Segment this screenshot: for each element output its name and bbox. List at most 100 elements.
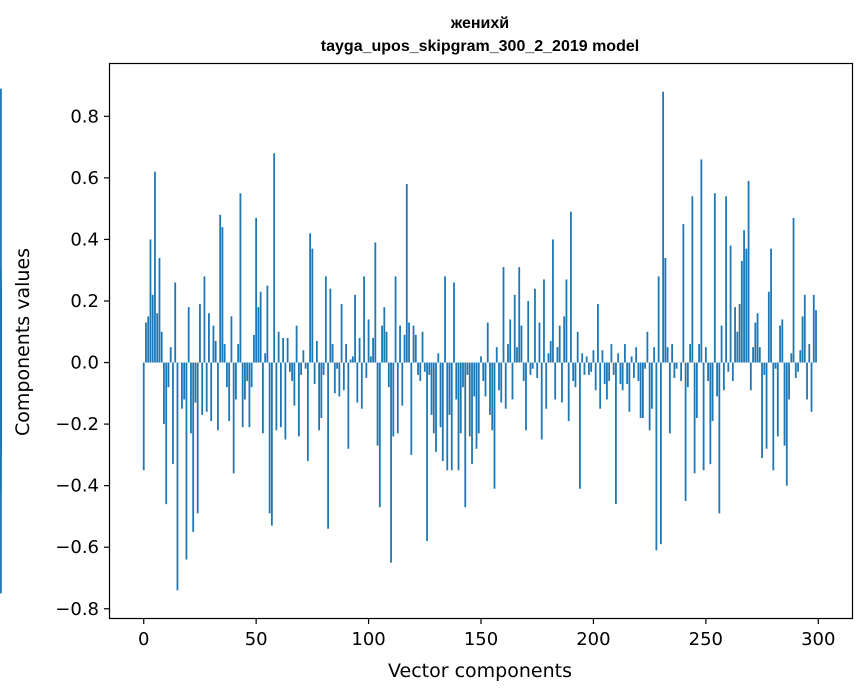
bar-139 (455, 362, 458, 400)
x-axis-label: Vector components (388, 660, 572, 682)
bar-265 (738, 304, 741, 363)
bar-186 (561, 362, 563, 403)
bar-163 (509, 319, 512, 363)
bar-261 (729, 245, 732, 363)
bar-227 (653, 347, 656, 363)
bar-114 (399, 325, 401, 363)
bar-79 (320, 362, 323, 418)
bar-214 (624, 344, 626, 363)
x-tick-label: 200 (576, 629, 610, 650)
bar-161 (504, 362, 507, 409)
x-tick-label: 0 (138, 629, 149, 650)
bar-126 (426, 362, 428, 542)
bar-182 (552, 239, 554, 363)
bar-115 (401, 362, 404, 406)
bar-41 (235, 362, 237, 400)
bar-118 (408, 322, 410, 363)
bar-85 (333, 362, 336, 394)
bar-127 (428, 362, 431, 375)
bar-2 (147, 316, 150, 363)
bar-170 (525, 362, 527, 431)
bar-75 (311, 248, 314, 363)
bar-209 (612, 362, 615, 375)
bar-277 (765, 362, 768, 449)
bar-174 (534, 288, 536, 363)
bar-248 (700, 159, 703, 363)
y-tick-label: −0.4 (55, 476, 99, 497)
y-tick-label: 0.4 (70, 229, 99, 250)
bar-280 (772, 362, 775, 471)
bar-191 (572, 362, 575, 382)
bar-23 (194, 362, 197, 403)
bar-25 (199, 304, 201, 363)
bar-160 (502, 267, 505, 363)
bar-82 (327, 362, 329, 529)
bar-212 (619, 362, 622, 385)
bar-152 (484, 362, 487, 397)
bar-34 (219, 214, 222, 363)
bar-252 (709, 362, 712, 465)
bar-236 (673, 362, 676, 378)
bar-251 (707, 362, 709, 382)
bar-62 (282, 337, 285, 363)
bar-50 (255, 217, 258, 363)
bar-113 (396, 362, 399, 434)
bar-72 (304, 362, 307, 369)
bar-91 (347, 362, 350, 449)
bar-44 (241, 362, 244, 428)
bar-73 (306, 362, 309, 462)
bar-10 (165, 362, 168, 505)
bar-169 (522, 362, 525, 382)
bar-235 (671, 344, 674, 363)
bar-144 (466, 362, 469, 375)
bar-211 (617, 353, 620, 363)
bar-54 (264, 353, 267, 363)
x-tick-label: 300 (801, 629, 835, 650)
bar-94 (354, 294, 356, 363)
bar-120 (412, 325, 415, 363)
x-axis-ticks: 0 50 100 150 200 250 300 (138, 618, 835, 650)
bar-69 (297, 362, 300, 437)
bar-281 (774, 362, 777, 369)
bar-32 (214, 341, 217, 363)
bar-122 (417, 362, 419, 375)
bar-8 (160, 331, 163, 363)
bar-204 (601, 350, 604, 363)
bar-49 (253, 334, 255, 363)
bar-282 (776, 362, 779, 437)
bar-112 (394, 276, 397, 363)
bar-104 (376, 362, 379, 446)
bar-229 (657, 276, 660, 363)
bar-26 (201, 362, 204, 415)
bar-98 (363, 276, 365, 363)
x-tick-label: 50 (245, 629, 268, 650)
bar-35 (221, 227, 224, 363)
bar-202 (597, 304, 599, 363)
bar-56 (268, 362, 271, 514)
bar-231 (662, 91, 665, 363)
bar-194 (579, 362, 581, 489)
bar-81 (324, 276, 327, 363)
bar-181 (549, 341, 552, 363)
bar-292 (799, 350, 802, 363)
bar-11 (167, 362, 170, 388)
bar-31 (212, 325, 215, 363)
bar-148 (475, 362, 478, 449)
bar-207 (608, 362, 611, 382)
bar-40 (232, 362, 235, 474)
bar-84 (331, 344, 334, 363)
bar-226 (650, 362, 653, 409)
bar-286 (785, 362, 788, 486)
bar-206 (606, 362, 608, 400)
bar-253 (711, 362, 714, 422)
bar-132 (439, 362, 442, 428)
bar-143 (464, 362, 467, 508)
bar-63 (284, 362, 287, 440)
bar-198 (588, 362, 590, 375)
bar-60 (277, 331, 280, 363)
bar-259 (725, 196, 727, 363)
bar-39 (230, 316, 233, 363)
bar-208 (610, 344, 613, 363)
bar-47 (248, 362, 251, 428)
bar-154 (489, 362, 491, 415)
